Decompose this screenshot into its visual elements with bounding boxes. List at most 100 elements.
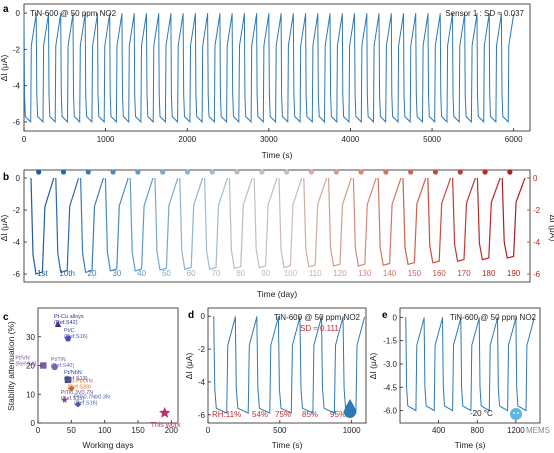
- panel-c-point-ref: (Ref.S16): [64, 334, 88, 340]
- panel-b-day-label: 30: [112, 269, 121, 278]
- panel-a-xtick-label: 3000: [260, 135, 278, 144]
- panel-c-point-label: PtTi0.3V0.7N: [61, 390, 94, 396]
- panel-a-yticks: 0 -2 -4 -6: [13, 9, 27, 127]
- panel-a-xtick-label: 5000: [423, 135, 441, 144]
- panel-e-xtick-label: 400: [432, 426, 446, 435]
- panel-d-humidity-labels: RH:11% 54% 75% 85% 95%: [212, 410, 346, 419]
- panel-e-xticks: 400 800 1200: [432, 420, 525, 435]
- panel-c-point-label: Cu-Pt/CrN: [67, 379, 92, 385]
- panel-c-xlabel: Working days: [82, 440, 133, 450]
- panel-d-xticks: 0 500 1000: [206, 420, 361, 435]
- panel-c-point-ref: (Ref.S40): [51, 363, 75, 369]
- panel-c-ylabel: Stability attenuation (%): [6, 321, 16, 411]
- panel-b-series-line: [476, 177, 501, 261]
- panel-b-gas-marker: [284, 169, 290, 175]
- panel-letter-a: a: [3, 4, 9, 15]
- panel-c-xtick-label: 200: [165, 426, 179, 435]
- panel-c-xtick-label: 100: [98, 426, 112, 435]
- panel-b-day-label: 110: [309, 269, 322, 278]
- panel-c-point: [54, 320, 62, 328]
- panel-b-day-label: 80: [236, 269, 245, 278]
- panel-e-ylabel: ΔI (μA): [368, 353, 378, 380]
- panel-b-ytick-label-right: -4: [533, 238, 541, 247]
- panel-letter-d: d: [188, 310, 194, 321]
- panel-c-ytick-label: 10: [26, 390, 35, 399]
- panel-b-series-line: [179, 177, 204, 270]
- panel-b-series-line: [30, 177, 55, 275]
- panel-c-point-label: Pt-Cu alloys: [54, 314, 84, 320]
- panel-b: b 0 -2 -4 -6 0 -2 -4 -6 1st 10th 20 30 40 50 60 70 80 90…: [0, 169, 554, 299]
- panel-b-ylabel: ΔI (μA): [0, 215, 9, 242]
- panel-b-gas-marker: [135, 169, 141, 175]
- panel-b-series-line: [501, 177, 526, 259]
- panel-letter-c: c: [3, 312, 9, 323]
- panel-a-ylabel: ΔI (μA): [0, 55, 9, 82]
- panel-c-point-ref: (Ref.S13): [64, 376, 88, 382]
- panel-letter-e: e: [382, 310, 388, 321]
- panel-c-ytick-label: 30: [26, 333, 35, 342]
- panel-c-xtick-label: 50: [67, 426, 76, 435]
- panel-b-series-line: [452, 177, 476, 262]
- panel-d-humidity-label: 75%: [275, 410, 291, 419]
- panel-b-gas-marker: [482, 169, 488, 175]
- panel-a-plot: [23, 13, 515, 124]
- panel-b-gas-marker: [308, 169, 315, 175]
- panel-a: a 0 1000 2000 3000 4000 5000 6000 0 -2 -4 -6 TiN-…: [0, 3, 531, 160]
- panel-d-ytick-label: -2: [198, 345, 206, 354]
- panel-c-point-ref: (Ref.S42): [54, 320, 78, 326]
- panel-b-gas-marker: [110, 169, 116, 175]
- panel-e-ytick-label: -4.5: [383, 383, 397, 392]
- panel-d-ytick-label: 0: [201, 312, 206, 321]
- panel-b-day-label: 60: [187, 269, 196, 278]
- panel-d-sd: SD ≈ 0.111: [300, 324, 339, 333]
- snowflake-face-icon: [510, 408, 522, 420]
- panel-b-ytick-label-right: 0: [533, 174, 538, 183]
- panel-d: d 0 500 1000 0-2-4-6 TiN-600 @ 50 ppm NO2 …: [184, 307, 367, 450]
- panel-b-day-label: 180: [482, 269, 496, 278]
- panel-b-gas-marker: [36, 169, 42, 175]
- panel-c-xticks: 0 50 100 150 200: [36, 420, 179, 435]
- panel-d-ytick-label: -4: [198, 378, 206, 387]
- panel-b-series-line: [328, 177, 352, 267]
- panel-e-ytick-label: -6.0: [383, 407, 397, 416]
- panel-c-point: [64, 376, 72, 384]
- panel-e-xtick-label: 800: [471, 426, 485, 435]
- panel-b-gas-marker: [184, 169, 191, 175]
- panel-b-day-labels: 1st 10th 20 30 40 50 60 70 80 90 100 110 120 130 140 15…: [37, 269, 521, 278]
- panel-d-xtick-label: 500: [273, 426, 287, 435]
- panel-a-xtick-label: 4000: [342, 135, 360, 144]
- panel-b-ytick-label: -6: [13, 270, 21, 279]
- panel-c-point-label: This work: [151, 422, 181, 429]
- panel-a-xtick-label: 0: [22, 135, 27, 144]
- panel-e-xtick-label: 1200: [507, 426, 525, 435]
- panel-b-ylabel-right: ΔI (μA): [548, 215, 554, 242]
- panel-b-yticks: 0 -2 -4 -6 0 -2 -4 -6: [13, 174, 541, 279]
- panel-c-point-label: Pt/NbN: [64, 370, 82, 376]
- panel-c-xtick-label: 0: [36, 426, 41, 435]
- panel-c-point-label: Pt/C: [64, 328, 75, 334]
- panel-b-gas-marker: [259, 169, 265, 175]
- panel-b-gas-marker: [507, 169, 513, 175]
- panel-b-gas-marker: [160, 169, 166, 175]
- panel-b-ytick-label: 0: [16, 174, 21, 183]
- panel-c-point-ref: (Ref.S15): [61, 396, 85, 402]
- panel-c-point: [74, 401, 82, 408]
- panel-b-series-line: [253, 177, 278, 269]
- panel-d-annotation: TiN-600 @ 50 ppm NO2: [274, 313, 361, 322]
- panel-d-humidity-label: RH:11%: [212, 410, 241, 419]
- panel-b-gas-marker: [408, 169, 414, 175]
- panel-b-frame: [23, 169, 531, 283]
- panel-d-xtick-label: 0: [206, 426, 211, 435]
- panel-e-annotation: TiN-600 @ 50 ppm NO2: [450, 313, 537, 322]
- panel-b-series-line: [204, 177, 228, 270]
- panel-letter-b: b: [3, 172, 9, 183]
- panel-b-gas-marker: [85, 169, 91, 175]
- panel-a-xtick-label: 1000: [97, 135, 115, 144]
- panel-b-series-line: [228, 177, 253, 270]
- panel-c-point: [159, 406, 171, 418]
- panel-d-humidity-label: 85%: [302, 410, 318, 419]
- panel-b-ytick-label: -2: [13, 206, 21, 215]
- panel-b-day-label: 90: [261, 269, 270, 278]
- panel-d-plot: [213, 316, 366, 414]
